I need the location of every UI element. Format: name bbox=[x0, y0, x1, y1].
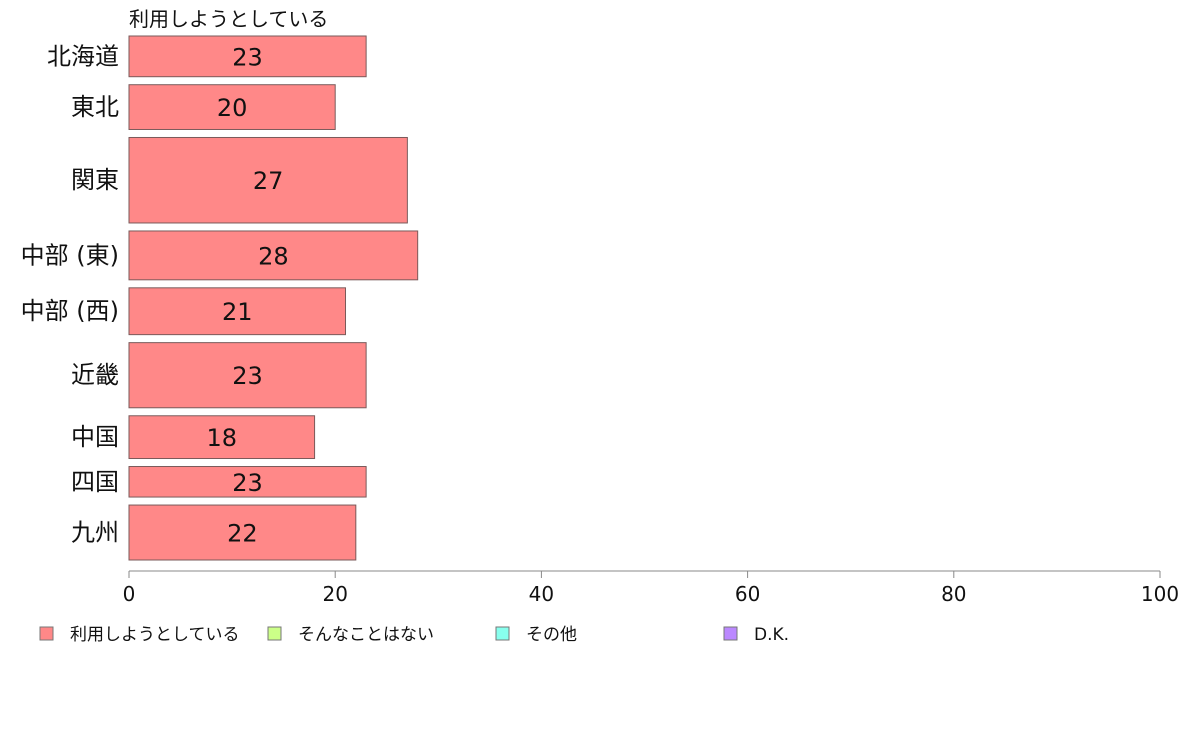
bar-segment bbox=[128, 230, 419, 281]
legend-label: D.K. bbox=[754, 625, 789, 645]
category-label: 関東 bbox=[71, 166, 119, 194]
x-tick-label: 0 bbox=[123, 582, 136, 606]
bar-value-label: 21 bbox=[222, 298, 253, 326]
legend-swatch bbox=[723, 626, 738, 641]
legend-swatch bbox=[495, 626, 510, 641]
x-tick-label: 80 bbox=[941, 582, 966, 606]
bar-value-label: 23 bbox=[232, 43, 263, 71]
legend-label: その他 bbox=[526, 625, 577, 645]
x-tick-label: 100 bbox=[1141, 582, 1179, 606]
legend-swatch bbox=[267, 626, 282, 641]
legend-label: そんなことはない bbox=[298, 625, 434, 645]
x-tick-label: 60 bbox=[735, 582, 760, 606]
bar-value-label: 18 bbox=[207, 424, 238, 452]
bar-segment bbox=[128, 504, 357, 561]
legend: 利用しようとしている そんなことはない その他 D.K. bbox=[39, 625, 789, 645]
bar-segment bbox=[128, 136, 408, 224]
bar-segment bbox=[128, 35, 367, 78]
bar-value-label: 22 bbox=[227, 520, 258, 548]
bar-value-label: 23 bbox=[232, 362, 263, 390]
x-axis: 0 20 40 60 80 100 bbox=[123, 570, 1179, 606]
legend-label: 利用しようとしている bbox=[70, 625, 240, 645]
category-label: 近畿 bbox=[71, 361, 119, 389]
x-tick-label: 40 bbox=[529, 582, 554, 606]
category-label: 中部 (西) bbox=[21, 297, 119, 325]
bar-value-label: 20 bbox=[217, 94, 248, 122]
bar-group: 北海道 23 東北 20 関東 27 中部 (東) 28 中部 (西) 21 近畿 23 中国 18 四国 2… bbox=[21, 35, 419, 561]
bar-segment bbox=[128, 342, 367, 409]
category-label: 東北 bbox=[71, 93, 119, 121]
bar-value-label: 23 bbox=[232, 469, 263, 497]
bar-segment bbox=[128, 287, 347, 336]
category-label: 北海道 bbox=[47, 42, 119, 70]
bar-value-label: 27 bbox=[253, 167, 284, 195]
bar-segment bbox=[128, 415, 316, 460]
legend-swatch bbox=[39, 626, 54, 641]
category-label: 九州 bbox=[71, 519, 119, 547]
category-label: 中部 (東) bbox=[21, 241, 119, 269]
bar-segment bbox=[128, 466, 367, 498]
bar-segment bbox=[128, 84, 336, 130]
x-tick-label: 20 bbox=[322, 582, 347, 606]
category-label: 四国 bbox=[71, 468, 119, 496]
bar-value-label: 28 bbox=[258, 242, 289, 270]
category-label: 中国 bbox=[71, 423, 119, 451]
series-header-label: 利用しようとしている bbox=[129, 7, 328, 31]
